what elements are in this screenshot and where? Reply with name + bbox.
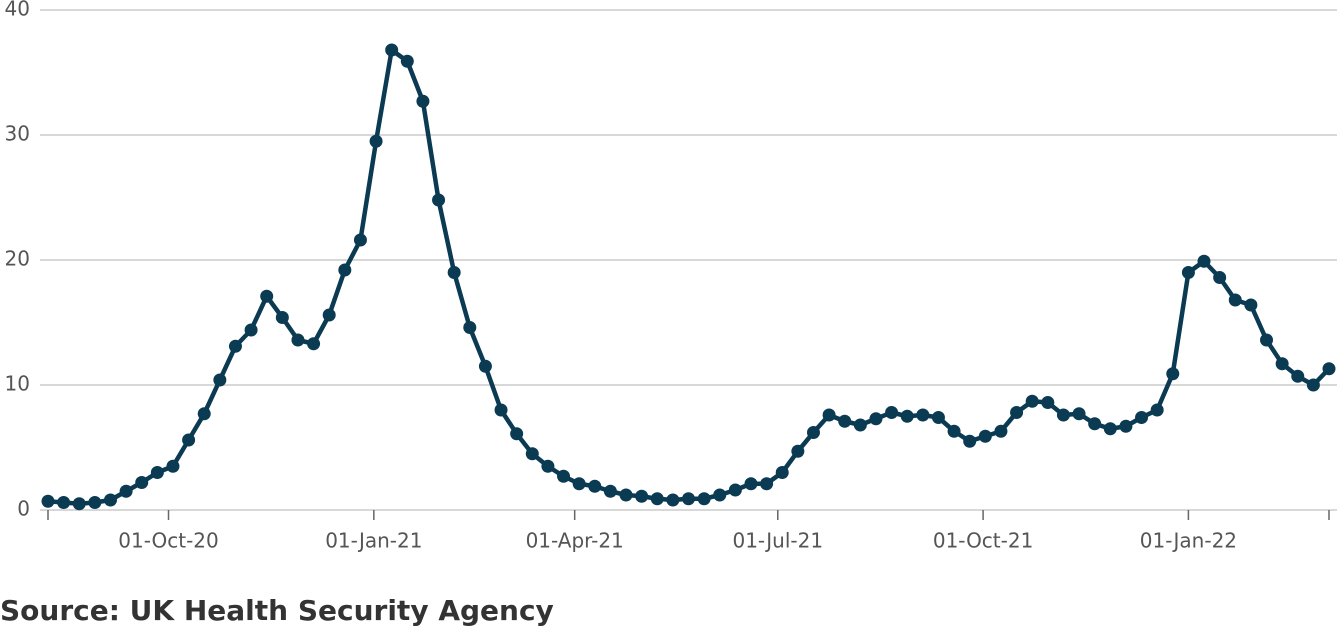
data-point [1213,271,1227,284]
data-point [353,233,367,247]
data-point [931,411,945,424]
data-point [1181,266,1195,279]
data-point [135,476,149,489]
data-point [1150,403,1164,417]
y-tick-label: 40 [5,0,30,21]
data-point [1291,369,1305,383]
y-tick-label: 10 [5,372,30,396]
data-point [1103,422,1117,436]
data-point [978,429,992,443]
data-point [775,466,789,479]
data-point [666,493,680,507]
x-tick-label: 01-Jul-21 [732,529,823,553]
data-point [697,492,711,506]
data-point [916,408,930,422]
data-point [853,418,867,432]
data-point [1135,411,1149,424]
x-tick-label: 01-Jan-21 [325,529,422,553]
data-point [41,494,55,508]
x-tick-label: 01-Oct-20 [118,529,218,553]
data-point [1322,362,1336,376]
data-point [119,484,133,498]
x-tick-label: 01-Jan-22 [1140,529,1237,553]
data-point [619,488,633,502]
data-point [760,477,774,491]
y-tick-label: 20 [5,247,30,271]
x-tick-label: 01-Oct-21 [933,529,1033,553]
data-point [291,333,305,347]
data-point [900,409,914,423]
data-point [228,339,242,353]
data-point [57,496,71,509]
y-tick-label: 30 [5,122,30,146]
data-point [1244,298,1258,312]
data-point [213,373,227,387]
data-point [1260,333,1274,347]
data-point [1275,357,1289,371]
data-point [838,414,852,428]
data-point [791,444,805,458]
data-point [182,433,196,447]
source: Source: UK Health Security Agency [0,594,554,627]
data-point [541,459,555,473]
data-point [869,412,883,426]
data-point [400,54,414,68]
data-point [478,359,492,373]
data-point [510,427,524,441]
data-point [1306,378,1320,392]
data-point [244,323,258,337]
data-point [728,483,742,497]
data-point [72,497,86,511]
data-point [385,43,399,57]
y-tick-label: 0 [17,497,30,521]
data-point [1025,394,1039,408]
x-tick-label: 01-Apr-21 [526,529,624,553]
data-point [1056,408,1070,422]
data-point [1228,293,1242,307]
data-point [1010,406,1024,419]
data-point [260,289,274,303]
data-point [494,403,508,417]
data-point [432,193,446,207]
data-point [322,308,336,322]
data-point [806,426,820,439]
data-point [1166,367,1180,381]
data-point [197,407,211,421]
data-point [650,492,664,506]
data-point [963,434,977,448]
data-point [1197,254,1211,268]
data-point [338,263,352,277]
data-point [88,496,102,509]
data-point [166,459,180,473]
data-point [525,447,539,461]
data-point [307,337,321,351]
data-point [1072,407,1086,421]
data-point [603,484,617,498]
data-point [635,489,649,503]
data-point [275,311,289,324]
data-point [1119,419,1133,433]
data-point [588,479,602,493]
data-point [885,406,899,419]
data-point [947,424,961,438]
data-point [463,321,477,334]
data-point [1088,417,1102,431]
data-point [744,477,758,491]
data-point [103,493,117,507]
data-point [572,477,586,491]
data-point [447,266,461,279]
data-point [1041,396,1055,409]
data-point [557,469,571,483]
data-point [369,134,383,148]
data-point [416,94,430,108]
data-point [713,488,727,502]
data-point [994,424,1008,438]
data-point [682,492,695,506]
data-point [822,408,836,422]
data-point [150,466,164,479]
series-line [47,47,1331,506]
